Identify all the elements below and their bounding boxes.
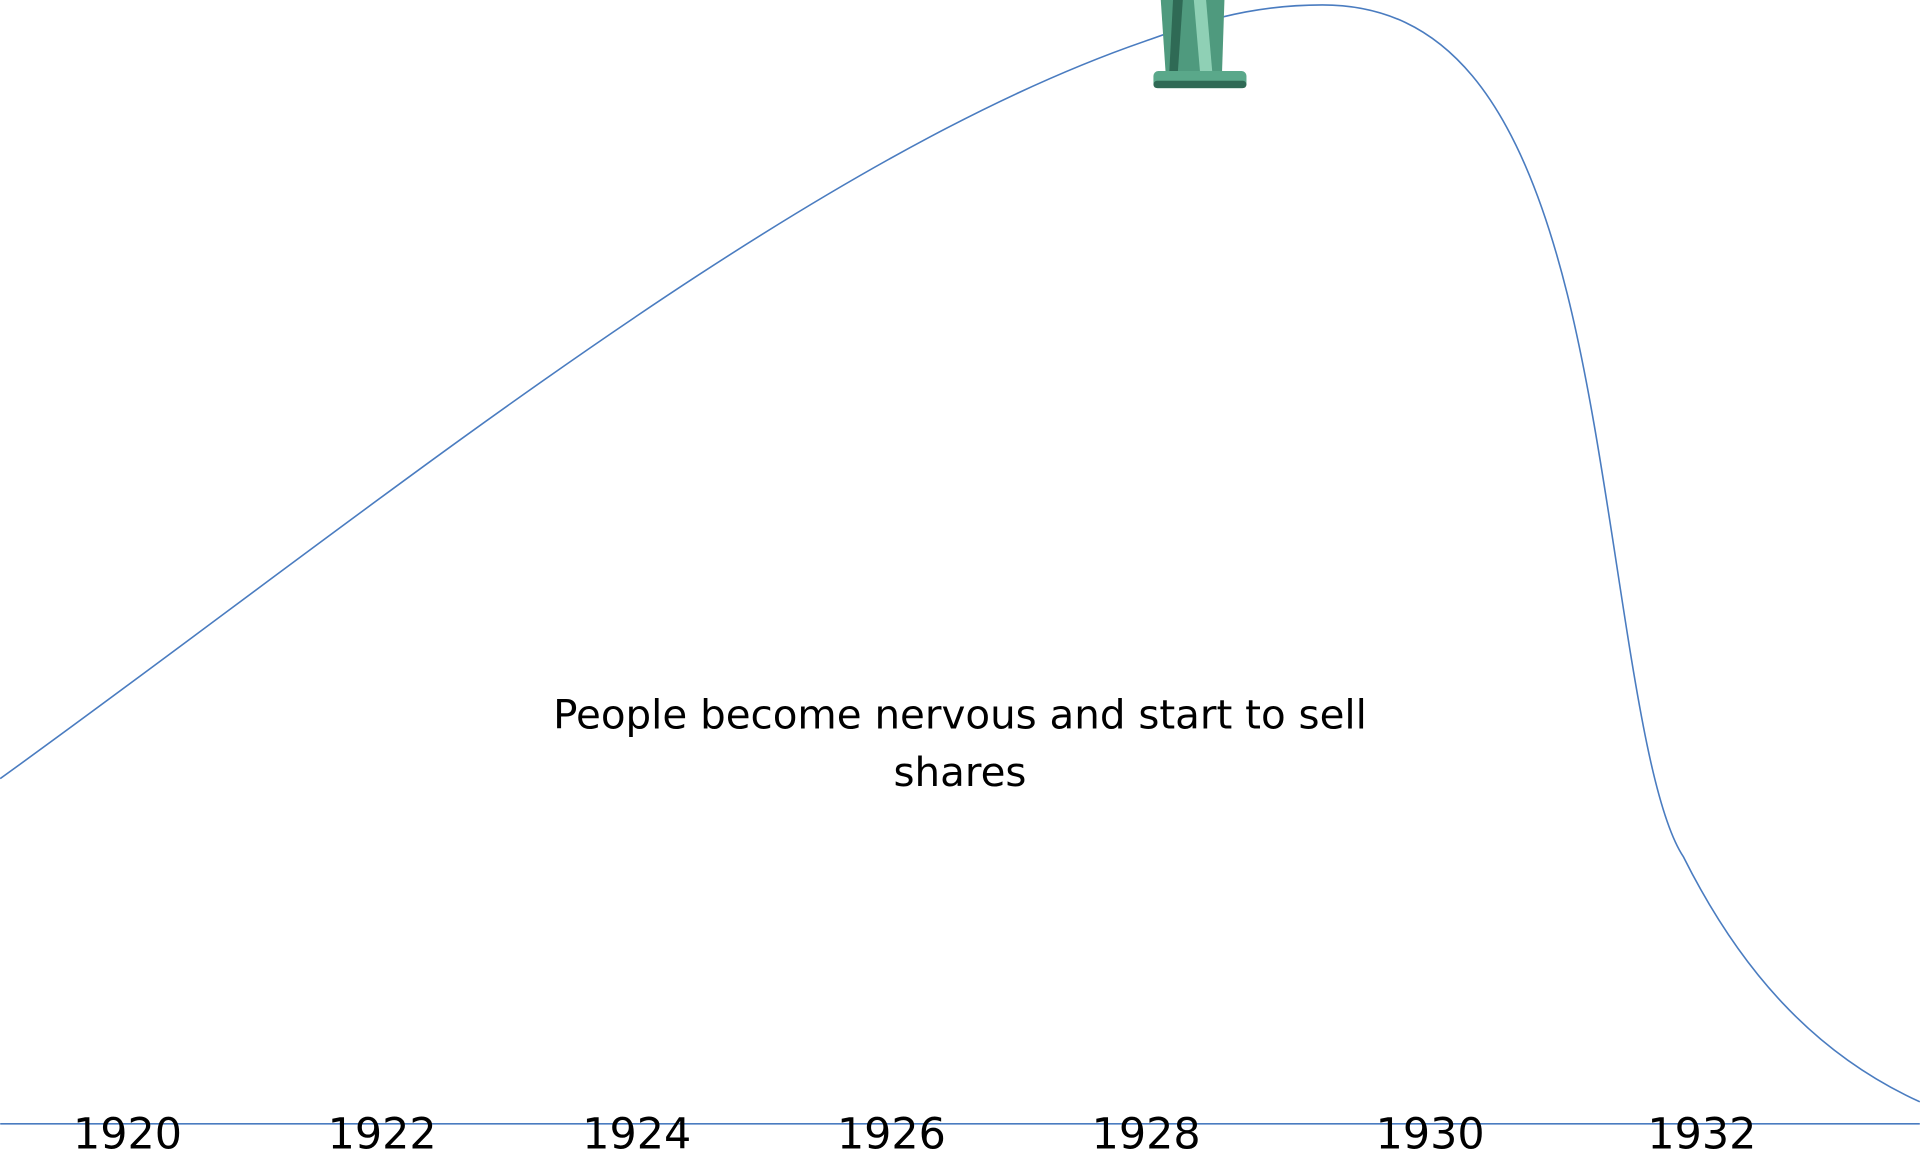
market-curve	[0, 5, 1920, 1102]
caption-line: People become nervous and start to sell	[553, 691, 1367, 738]
statue-icon	[1153, 0, 1246, 88]
year-label: 1920	[73, 1109, 182, 1152]
year-label: 1926	[837, 1109, 946, 1152]
slide: 1920 1922 1924 1926 1928 1930 1932 Peopl…	[0, 0, 1920, 1152]
year-label: 1932	[1647, 1109, 1756, 1152]
year-label: 1924	[582, 1109, 691, 1152]
year-label: 1928	[1092, 1109, 1201, 1152]
year-labels: 1920 1922 1924 1926 1928 1930 1932	[73, 1109, 1756, 1152]
year-label: 1930	[1376, 1109, 1485, 1152]
page: 1920 1922 1924 1926 1928 1930 1932 Peopl…	[0, 0, 1920, 1152]
year-label: 1922	[328, 1109, 437, 1152]
caption: People become nervous and start to sell …	[553, 691, 1367, 796]
caption-line: shares	[894, 749, 1027, 796]
